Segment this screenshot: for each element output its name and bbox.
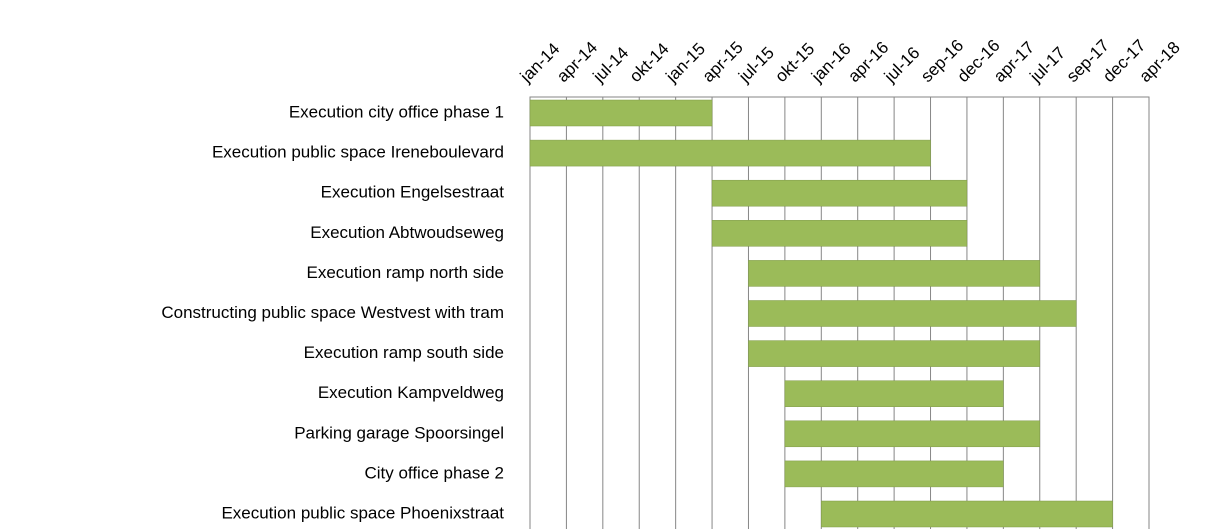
bar <box>748 340 1041 367</box>
y-tick-label: Execution Engelsestraat <box>321 183 505 202</box>
y-tick-label: Execution ramp north side <box>307 263 505 282</box>
x-tick-label: jan-14 <box>516 39 564 87</box>
bar <box>748 300 1077 327</box>
x-tick-label: apr-16 <box>844 38 892 86</box>
bar <box>529 139 931 167</box>
x-tick-label: jan-16 <box>807 39 855 87</box>
x-tick-label: jan-15 <box>662 39 710 87</box>
y-tick-label: Execution public space Ireneboulevard <box>212 143 504 162</box>
y-tick-label: Parking garage Spoorsingel <box>294 423 504 442</box>
x-tick-label: okt-15 <box>771 39 818 86</box>
x-tick-label: apr-15 <box>699 38 747 86</box>
y-tick-label: City office phase 2 <box>364 463 504 482</box>
bar <box>711 179 968 207</box>
bar <box>784 460 1004 488</box>
y-tick-label: Execution public space Phoenixstraat <box>221 503 504 522</box>
y-tick-label: Constructing public space Westvest with … <box>161 303 504 322</box>
bar <box>711 220 968 247</box>
y-tick-label: Execution Kampveldweg <box>318 383 504 402</box>
y-tick-label: Execution Abtwoudseweg <box>310 223 504 242</box>
bar <box>748 260 1041 287</box>
bar <box>821 500 1113 528</box>
bar <box>784 420 1041 448</box>
bar <box>784 380 1004 407</box>
y-tick-label: Execution ramp south side <box>304 343 504 362</box>
y-tick-label: Execution city office phase 1 <box>289 102 504 121</box>
x-tick-label: okt-14 <box>626 39 673 86</box>
x-tick-label: apr-14 <box>553 38 601 86</box>
bar <box>529 99 713 127</box>
